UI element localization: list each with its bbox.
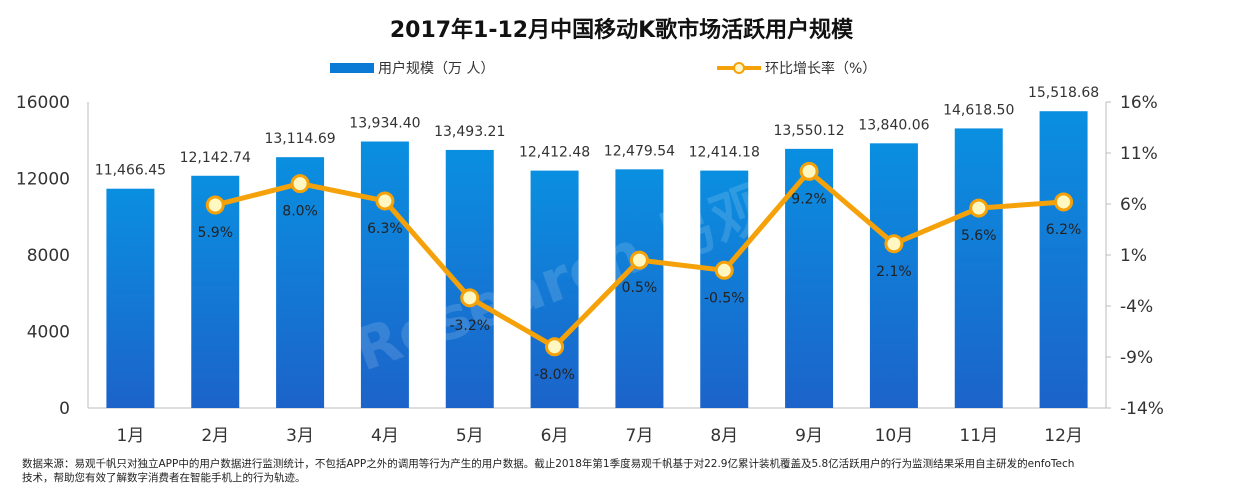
left-tick-label: 8000 [27,246,70,266]
bar-value-label: 13,493.21 [434,124,505,140]
footnote-line-1: 数据来源：易观千帆只对独立APP中的用户数据进行监测统计，不包括APP之外的调用… [22,458,1075,470]
right-tick-label: 11% [1120,144,1158,164]
line-marker [629,250,649,270]
legend-bar-swatch [330,63,374,73]
line-value-label: 6.2% [1046,222,1082,238]
right-tick-label: -4% [1120,297,1153,317]
chart-title: 2017年1-12月中国移动K歌市场活跃用户规模 [389,18,854,43]
category-label: 11月 [959,426,998,446]
line-value-label: 9.2% [791,191,827,207]
category-label: 8月 [710,426,738,446]
category-label: 5月 [456,426,484,446]
right-tick-label: 6% [1120,195,1147,215]
category-label: 2月 [201,426,229,446]
line-marker [884,234,904,254]
footnote-line-2: 技术，帮助您有效了解数字消费者在智能手机上的行为轨迹。 [22,472,306,484]
category-label: 9月 [795,426,823,446]
footnote: 数据来源：易观千帆只对独立APP中的用户数据进行监测统计，不包括APP之外的调用… [22,457,1232,485]
line-value-label: -8.0% [534,367,575,383]
legend-line-label: 环比增长率（%） [765,61,877,77]
left-tick-label: 12000 [16,170,70,190]
bar [276,157,325,408]
bar-value-label: 12,414.18 [689,145,760,161]
line-marker [545,337,565,357]
bar [530,170,579,408]
line-value-label: 5.6% [961,228,997,244]
legend-bar-label: 用户规模（万 人） [378,61,495,77]
bar-value-label: 12,412.48 [519,145,590,161]
category-label: 10月 [875,426,914,446]
bar-value-label: 15,518.68 [1028,85,1099,101]
right-tick-label: -14% [1120,399,1164,419]
bar-value-label: 13,114.69 [264,131,335,147]
line-marker [799,161,819,181]
category-label: 4月 [371,426,399,446]
line-value-label: 0.5% [622,280,658,296]
category-label: 12月 [1044,426,1083,446]
category-label: 3月 [286,426,314,446]
category-label: 6月 [541,426,569,446]
line-value-label: 5.9% [197,225,233,241]
right-tick-label: 16% [1120,93,1158,113]
line-marker [969,198,989,218]
line-marker [375,191,395,211]
bar-value-label: 12,479.54 [604,143,675,159]
line-marker [714,260,734,280]
bar [1039,111,1088,408]
line-marker [290,174,310,194]
line-marker [205,195,225,215]
left-tick-label: 4000 [27,323,70,343]
legend: 用户规模（万 人） 环比增长率（%） [0,58,1243,80]
line-value-label: -3.2% [449,318,490,334]
line-value-label: -0.5% [704,290,745,306]
bar [954,128,1003,408]
legend-item-bar: 用户规模（万 人） [330,58,494,78]
legend-item-line: 环比增长率（%） [717,58,876,78]
line-value-label: 2.1% [876,264,912,280]
bar [360,141,409,409]
right-tick-label: -9% [1120,348,1153,368]
category-label: 1月 [117,426,145,446]
bar [106,188,155,408]
bar [869,143,918,409]
line-value-label: 8.0% [282,204,318,220]
bar-value-label: 14,618.50 [943,102,1014,118]
bar-value-label: 13,934.40 [349,116,420,132]
line-value-label: 6.3% [367,221,403,237]
bar [615,169,664,408]
bar-value-label: 13,550.12 [773,123,844,139]
left-tick-label: 16000 [16,93,70,113]
bar-value-label: 12,142.74 [180,150,251,166]
bar-value-label: 11,466.45 [95,163,166,179]
bar [700,170,749,408]
category-label: 7月 [626,426,654,446]
left-tick-label: 0 [59,399,70,419]
line-marker [1054,192,1074,212]
legend-line-swatch [717,62,761,74]
bar-value-label: 13,840.06 [858,117,929,133]
line-marker [460,288,480,308]
right-tick-label: 1% [1120,246,1147,266]
